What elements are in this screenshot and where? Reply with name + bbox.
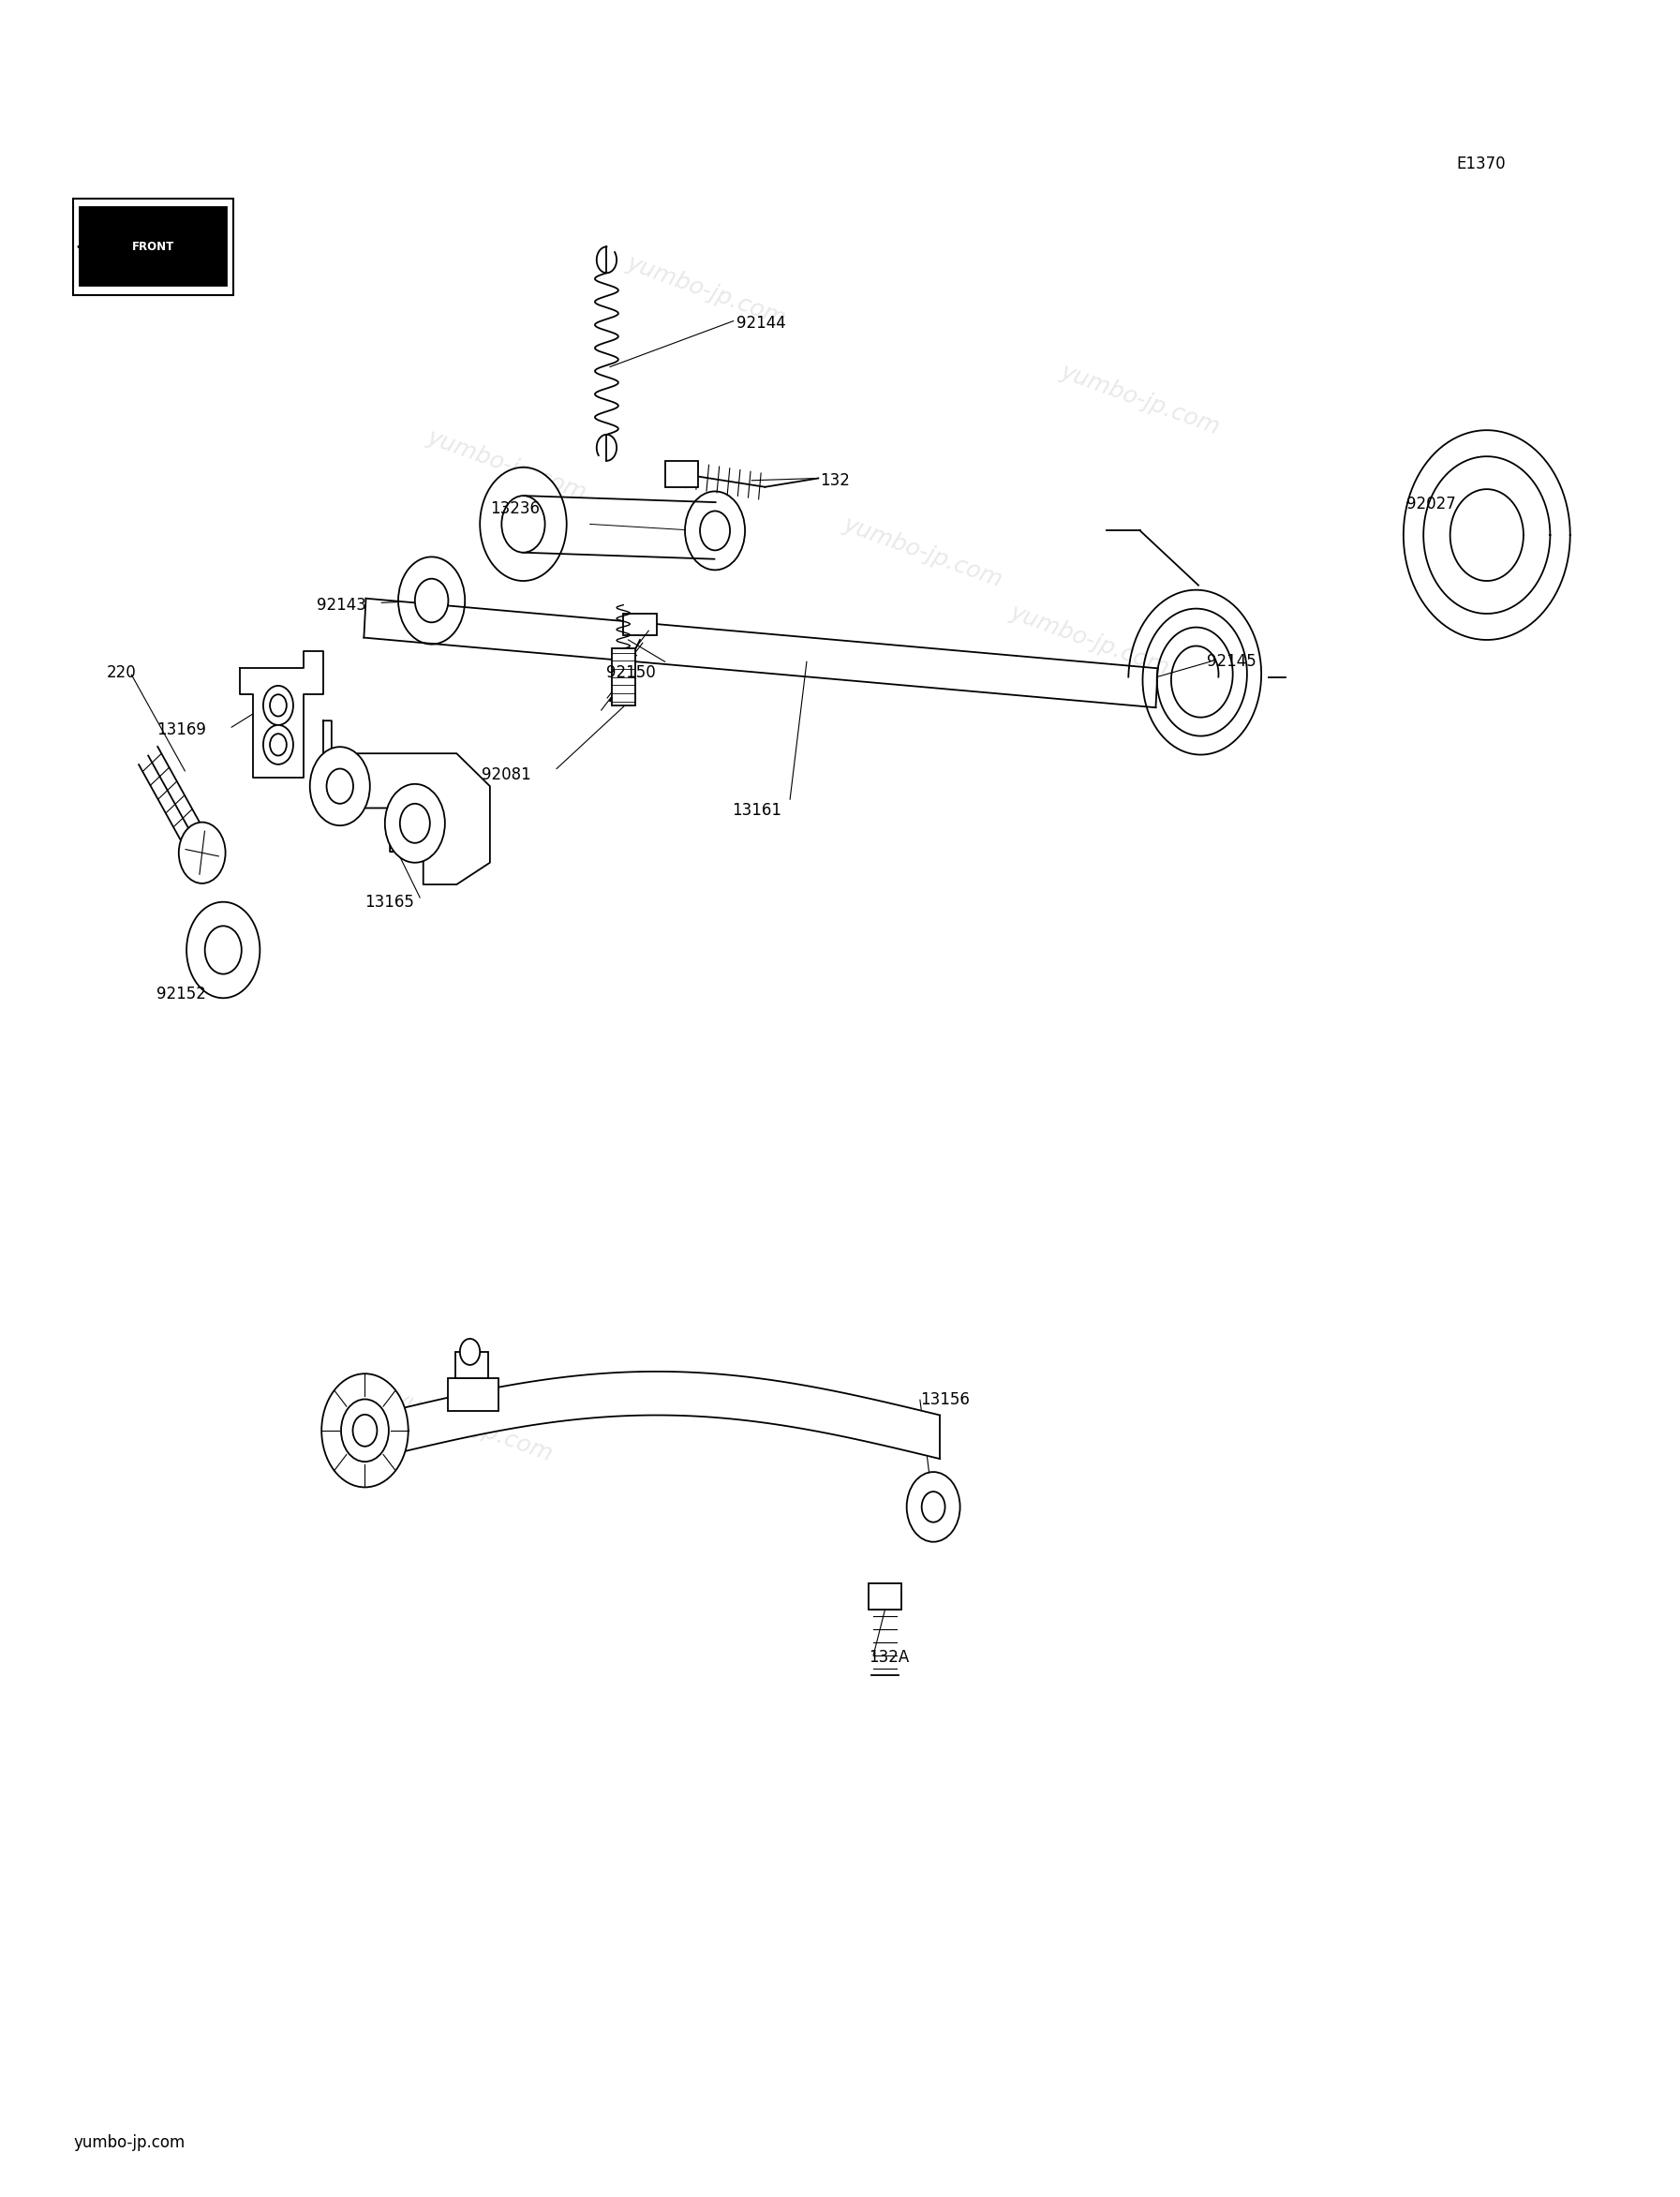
Text: 92081: 92081 [482,767,531,784]
Circle shape [701,512,731,549]
Text: 92145: 92145 [1206,653,1257,670]
Bar [449,1378,499,1410]
Text: 92027: 92027 [1406,497,1457,512]
Text: 13165: 13165 [365,894,415,910]
Bar [455,1351,489,1378]
Circle shape [415,578,449,622]
Text: yumbo-jp.com: yumbo-jp.com [1057,360,1223,439]
Polygon shape [1403,431,1571,639]
Text: yumbo-jp.com: yumbo-jp.com [1008,600,1173,679]
Text: FRONT: FRONT [133,242,175,253]
Circle shape [907,1472,959,1542]
Bar [623,613,657,635]
Circle shape [502,497,544,551]
Bar [81,207,227,286]
Text: 13156: 13156 [921,1391,969,1408]
Circle shape [205,925,242,973]
Bar [869,1584,902,1610]
Polygon shape [240,650,323,778]
Text: 92143: 92143 [316,598,366,613]
Text: 132: 132 [820,472,850,490]
Circle shape [326,769,353,804]
Polygon shape [323,721,491,885]
Text: yumbo-jp.com: yumbo-jp.com [623,250,790,330]
Text: yumbo-jp.com: yumbo-jp.com [390,1386,556,1465]
Circle shape [264,725,294,765]
Circle shape [460,1338,480,1364]
Bar [665,461,699,488]
Text: 92152: 92152 [156,984,207,1002]
Circle shape [385,784,445,863]
Text: 92150: 92150 [606,663,657,681]
Polygon shape [522,497,716,558]
Circle shape [341,1399,388,1461]
Polygon shape [139,747,212,861]
Circle shape [270,734,287,756]
Circle shape [685,492,744,569]
Circle shape [353,1415,376,1446]
Circle shape [400,804,430,844]
Text: 92144: 92144 [736,314,786,332]
Circle shape [922,1492,946,1523]
Text: 220: 220 [106,663,136,681]
Polygon shape [365,598,1158,707]
Text: yumbo-jp.com: yumbo-jp.com [423,426,590,505]
Text: E1370: E1370 [1457,156,1505,171]
Circle shape [178,822,225,883]
Text: 13169: 13169 [156,721,207,738]
Circle shape [321,1373,408,1487]
Circle shape [480,468,566,580]
Polygon shape [373,1371,941,1459]
Text: yumbo-jp.com: yumbo-jp.com [74,2133,185,2151]
Bar [74,198,234,294]
Circle shape [264,685,294,725]
Text: 13161: 13161 [732,802,781,819]
Circle shape [186,903,260,997]
Circle shape [309,747,370,826]
Circle shape [270,694,287,716]
Bar [612,648,635,705]
Text: yumbo-jp.com: yumbo-jp.com [840,514,1006,591]
Text: 132A: 132A [869,1650,909,1665]
Text: 13236: 13236 [491,501,539,516]
Circle shape [398,556,465,644]
